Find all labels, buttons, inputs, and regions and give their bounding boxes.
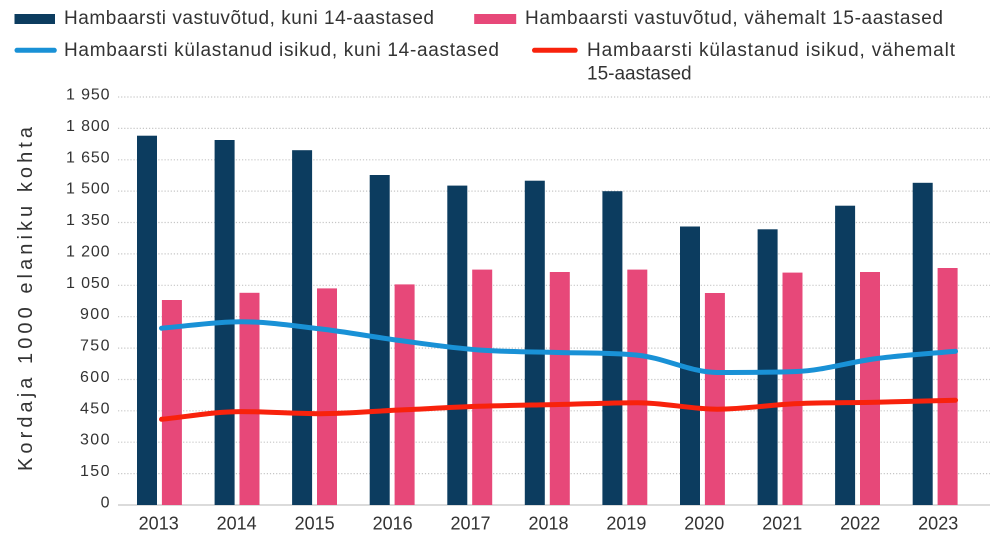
svg-text:2022: 2022 xyxy=(840,514,880,534)
svg-text:2018: 2018 xyxy=(528,514,568,534)
svg-text:750: 750 xyxy=(80,338,110,355)
svg-text:1 500: 1 500 xyxy=(66,181,110,198)
svg-text:300: 300 xyxy=(80,432,110,449)
svg-text:150: 150 xyxy=(80,463,110,480)
svg-text:1 800: 1 800 xyxy=(66,118,110,135)
svg-text:Kordaja 1000 elaniku kohta: Kordaja 1000 elaniku kohta xyxy=(15,126,37,471)
svg-text:1 350: 1 350 xyxy=(66,212,110,229)
svg-text:1 650: 1 650 xyxy=(66,149,110,166)
svg-text:450: 450 xyxy=(80,400,110,417)
svg-text:900: 900 xyxy=(80,306,110,323)
svg-text:2021: 2021 xyxy=(762,514,802,534)
svg-text:15-aastased: 15-aastased xyxy=(587,64,692,85)
svg-text:2014: 2014 xyxy=(217,514,257,534)
svg-text:2015: 2015 xyxy=(295,514,335,534)
svg-text:600: 600 xyxy=(80,369,110,386)
svg-text:2023: 2023 xyxy=(918,514,958,534)
svg-text:0: 0 xyxy=(101,495,110,512)
svg-text:1 200: 1 200 xyxy=(66,243,110,260)
svg-text:Hambaarsti külastanud isikud,: Hambaarsti külastanud isikud, vähemalt xyxy=(587,40,956,61)
svg-text:2020: 2020 xyxy=(684,514,724,534)
svg-text:2016: 2016 xyxy=(373,514,413,534)
svg-text:1 950: 1 950 xyxy=(66,87,110,104)
svg-text:Hambaarsti vastuvõtud, kuni 14: Hambaarsti vastuvõtud, kuni 14-aastased xyxy=(64,8,434,29)
svg-text:2019: 2019 xyxy=(606,514,646,534)
svg-text:2013: 2013 xyxy=(139,514,179,534)
svg-text:Hambaarsti külastanud isikud,: Hambaarsti külastanud isikud, kuni 14-aa… xyxy=(64,40,499,61)
svg-text:1 050: 1 050 xyxy=(66,275,110,292)
svg-text:2017: 2017 xyxy=(450,514,490,534)
svg-text:Hambaarsti vastuvõtud, vähemal: Hambaarsti vastuvõtud, vähemalt 15-aasta… xyxy=(525,8,943,29)
